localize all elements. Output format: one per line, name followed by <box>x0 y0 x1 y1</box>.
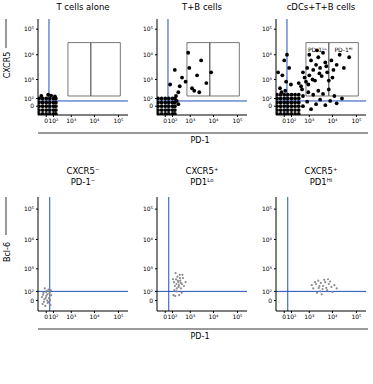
svg-text:0: 0 <box>282 117 287 125</box>
svg-text:10⁴: 10⁴ <box>24 236 35 243</box>
svg-text:10⁵: 10⁵ <box>143 25 154 32</box>
svg-text:10⁴: 10⁴ <box>89 117 100 124</box>
html-text:PD1ᴴⁱ: PD1ᴴⁱ <box>309 177 333 187</box>
svg-text:10⁵: 10⁵ <box>232 313 243 320</box>
svg-text:10⁴: 10⁴ <box>24 51 35 58</box>
svg-text:Bcl-6: Bcl-6 <box>8 242 12 262</box>
svg-text:0: 0 <box>163 117 168 125</box>
svg-text:10²: 10² <box>262 288 273 295</box>
html-text:CXCR5⁺: CXCR5⁺ <box>185 166 219 176</box>
svg-text:10⁴: 10⁴ <box>208 313 219 320</box>
svg-text:0: 0 <box>163 313 168 321</box>
svg-text:10³: 10³ <box>143 76 154 83</box>
svg-text:10⁵: 10⁵ <box>24 205 35 212</box>
svg-text:10⁵: 10⁵ <box>351 313 362 320</box>
svg-text:0: 0 <box>282 313 287 321</box>
html-text:cDCs+T+B cells: cDCs+T+B cells <box>286 2 356 12</box>
svg-text:10²: 10² <box>286 117 297 124</box>
html-text:CXCR5⁺: CXCR5⁺ <box>304 166 338 176</box>
svg-text:10³: 10³ <box>304 313 315 320</box>
svg-text:10²: 10² <box>286 313 297 320</box>
svg-text:0: 0 <box>268 102 272 109</box>
svg-text:10³: 10³ <box>66 117 77 124</box>
svg-text:10²: 10² <box>48 117 59 124</box>
svg-text:10⁵: 10⁵ <box>232 117 243 124</box>
svg-text:0: 0 <box>44 117 49 125</box>
svg-text:CXCR5: CXCR5 <box>8 52 12 79</box>
svg-text:10³: 10³ <box>262 265 273 272</box>
svg-text:10²: 10² <box>167 313 178 320</box>
svg-text:10²: 10² <box>143 95 154 102</box>
svg-text:10⁴: 10⁴ <box>208 117 219 124</box>
svg-text:10⁵: 10⁵ <box>113 313 124 320</box>
svg-text:0: 0 <box>268 297 272 304</box>
svg-text:10²: 10² <box>24 288 35 295</box>
svg-text:10²: 10² <box>143 288 154 295</box>
svg-text:0: 0 <box>149 102 153 109</box>
svg-text:10²: 10² <box>262 95 273 102</box>
svg-text:PD-1: PD-1 <box>191 332 210 341</box>
svg-text:0: 0 <box>30 297 34 304</box>
svg-text:10⁵: 10⁵ <box>143 205 154 212</box>
svg-text:10⁴: 10⁴ <box>89 313 100 320</box>
svg-text:10²: 10² <box>48 313 59 320</box>
svg-text:0: 0 <box>44 313 49 321</box>
svg-text:10⁴: 10⁴ <box>143 51 154 58</box>
svg-text:0: 0 <box>30 102 34 109</box>
svg-text:10³: 10³ <box>185 313 196 320</box>
svg-text:10³: 10³ <box>304 117 315 124</box>
svg-text:10³: 10³ <box>24 76 35 83</box>
html-text:T cells alone: T cells alone <box>56 2 110 12</box>
svg-text:10⁵: 10⁵ <box>262 25 273 32</box>
svg-text:10⁵: 10⁵ <box>113 117 124 124</box>
svg-text:10⁴: 10⁴ <box>327 313 338 320</box>
svg-text:PD-1ᴴⁱ: PD-1ᴴⁱ <box>334 46 352 53</box>
svg-text:10³: 10³ <box>185 117 196 124</box>
svg-text:10⁴: 10⁴ <box>143 236 154 243</box>
html-text:T+B cells: T+B cells <box>182 2 222 12</box>
svg-text:10³: 10³ <box>143 265 154 272</box>
svg-text:10⁵: 10⁵ <box>262 205 273 212</box>
svg-text:10⁴: 10⁴ <box>327 117 338 124</box>
svg-text:10⁵: 10⁵ <box>24 25 35 32</box>
html-text:CXCR5⁻: CXCR5⁻ <box>66 166 100 176</box>
svg-text:10²: 10² <box>24 95 35 102</box>
svg-text:10³: 10³ <box>262 76 273 83</box>
html-text:PD-1⁻: PD-1⁻ <box>70 177 96 187</box>
svg-text:10⁴: 10⁴ <box>262 236 273 243</box>
html-text:PD1ᴸᵒ: PD1ᴸᵒ <box>190 177 214 187</box>
svg-text:10²: 10² <box>167 117 178 124</box>
svg-text:10³: 10³ <box>24 265 35 272</box>
svg-text:10⁵: 10⁵ <box>351 117 362 124</box>
svg-text:0: 0 <box>149 297 153 304</box>
svg-text:10⁴: 10⁴ <box>262 51 273 58</box>
svg-text:PD-1ᴸᵒ: PD-1ᴸᵒ <box>308 46 327 53</box>
svg-text:PD-1: PD-1 <box>191 136 210 145</box>
svg-text:10³: 10³ <box>66 313 77 320</box>
